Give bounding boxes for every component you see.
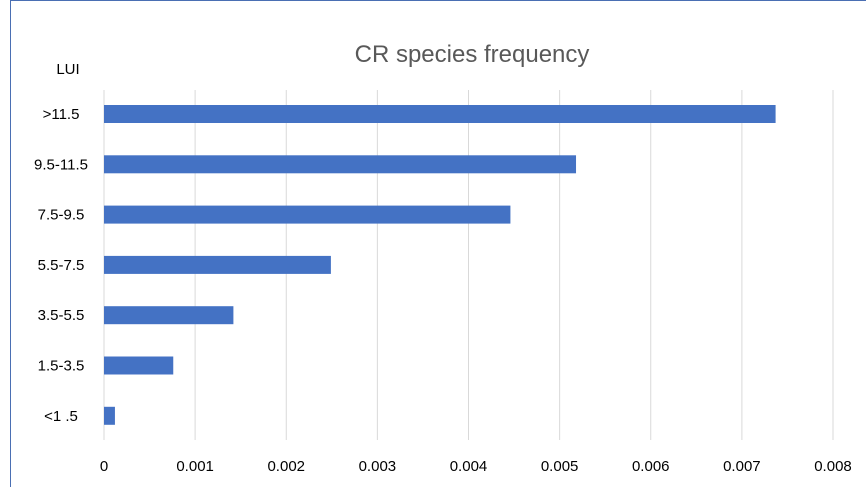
x-tick-label: 0.004	[450, 458, 488, 475]
category-label: 1.5-3.5	[38, 358, 85, 375]
bar	[104, 356, 174, 375]
bar	[104, 205, 511, 224]
x-tick-label: 0.006	[632, 458, 670, 475]
bar	[104, 306, 234, 325]
x-tick-label: 0.007	[723, 458, 761, 475]
bar	[104, 155, 577, 174]
x-tick-label: 0.005	[541, 458, 579, 475]
category-label: 3.5-5.5	[38, 307, 85, 324]
bar	[104, 406, 115, 425]
category-label: <1 .5	[44, 408, 78, 425]
y-axis-label: LUI	[56, 61, 79, 78]
x-tick-label: 0.001	[176, 458, 214, 475]
x-tick-label: 0.002	[267, 458, 305, 475]
x-tick-label: 0	[100, 458, 108, 475]
category-label: 9.5-11.5	[34, 156, 88, 173]
bar	[104, 105, 776, 123]
category-label: 5.5-7.5	[38, 257, 85, 274]
chart-title: CR species frequency	[355, 41, 590, 68]
category-label: 7.5-9.5	[38, 207, 85, 224]
x-tick-label: 0.003	[359, 458, 397, 475]
category-label: >11.5	[43, 106, 80, 123]
chart-frame	[10, 0, 866, 487]
bar	[104, 255, 331, 274]
x-tick-label: 0.008	[814, 458, 852, 475]
